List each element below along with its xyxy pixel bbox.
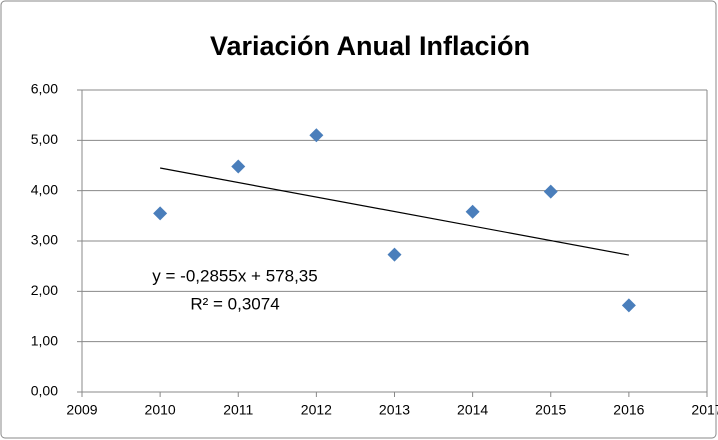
scatter-point <box>543 184 558 199</box>
y-tick-label: 1,00 <box>31 332 58 348</box>
y-tick-label: 4,00 <box>31 181 58 197</box>
scatter-point <box>309 128 324 143</box>
x-tick-label: 2016 <box>613 402 644 418</box>
x-tick-label: 2017 <box>691 402 718 418</box>
scatter-point <box>231 159 246 174</box>
chart-title: Variación Anual Inflación <box>210 31 530 61</box>
y-tick-label: 2,00 <box>31 282 58 298</box>
y-tick-label: 0,00 <box>31 383 58 399</box>
trendline-r2: R² = 0,3074 <box>190 294 279 313</box>
trendline-equation: y = -0,2855x + 578,35 <box>152 266 317 285</box>
x-tick-label: 2013 <box>379 402 410 418</box>
y-tick-label: 6,00 <box>31 81 58 97</box>
scatter-point <box>387 247 402 262</box>
x-tick-label: 2010 <box>145 402 176 418</box>
x-tick-label: 2009 <box>66 402 97 418</box>
x-tick-label: 2011 <box>223 402 253 418</box>
y-tick-label: 3,00 <box>31 232 58 248</box>
scatter-point <box>153 206 168 221</box>
scatter-point <box>621 298 636 313</box>
trendline <box>160 167 629 256</box>
x-tick-label: 2014 <box>457 402 488 418</box>
scatter-point <box>465 204 480 219</box>
x-tick-label: 2012 <box>301 402 332 418</box>
y-tick-label: 5,00 <box>31 131 58 147</box>
x-tick-label: 2015 <box>535 402 566 418</box>
